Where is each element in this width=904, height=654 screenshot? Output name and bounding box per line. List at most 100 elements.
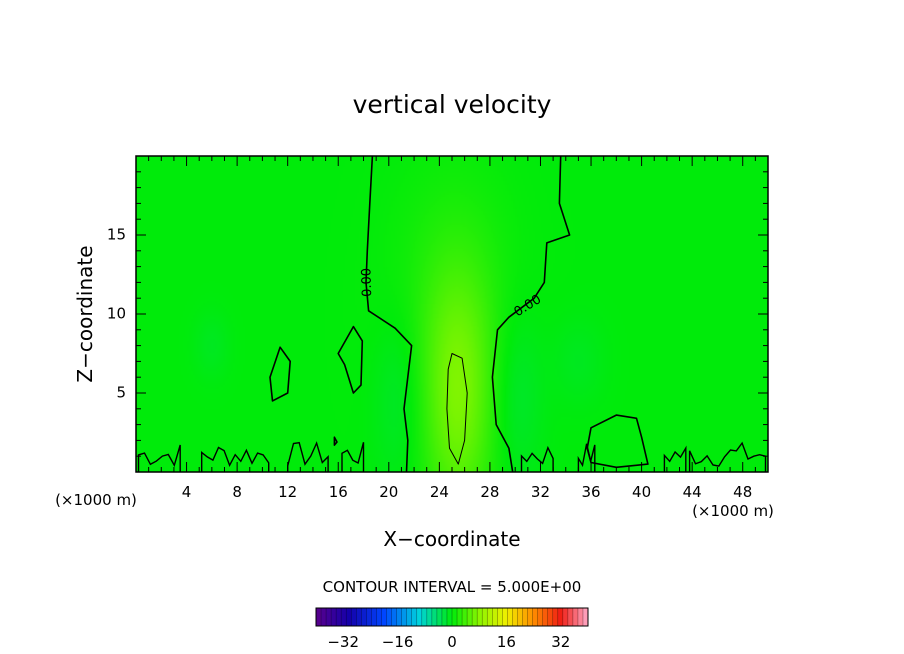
contour-line-7	[333, 436, 338, 446]
colorbar-cell	[406, 608, 413, 626]
contour-line-3	[446, 353, 468, 465]
x-tick-label: 24	[430, 483, 449, 501]
colorbar-cell	[507, 608, 513, 626]
colorbar-cell	[426, 608, 433, 626]
x-tick-label: 20	[379, 483, 398, 501]
colorbar-cell	[441, 608, 448, 626]
x-tick-label: 12	[278, 483, 297, 501]
colorbar-cell	[577, 608, 584, 626]
colorbar-cell	[557, 608, 564, 626]
x-tick-label: 44	[683, 483, 702, 501]
colorbar-cell	[467, 608, 473, 626]
surface-contour-5	[520, 445, 554, 472]
colorbar-cell	[331, 608, 337, 626]
colorbar-cell	[321, 608, 327, 626]
contour-label: 0.00	[359, 268, 375, 297]
colorbar-cell	[356, 608, 362, 626]
contour-line-5	[337, 325, 364, 394]
colorbar-cell	[497, 608, 503, 626]
colorbar-cell	[381, 608, 387, 626]
colorbar-cell	[366, 608, 372, 626]
colorbar-cell	[487, 608, 493, 626]
y-tick-label: 5	[116, 384, 126, 402]
colorbar-cell	[512, 608, 518, 626]
colorbar-tick-label: 0	[447, 633, 457, 651]
colorbar-cell	[482, 608, 488, 626]
x-tick-label: 16	[329, 483, 348, 501]
surface-contour-6	[577, 443, 596, 472]
colorbar-cell	[351, 608, 357, 626]
colorbar-cell	[542, 608, 549, 626]
x-axis-label: X−coordinate	[383, 527, 520, 551]
colorbar-tick-label: 32	[551, 633, 570, 651]
x-tick-label: 36	[581, 483, 600, 501]
contour-line-1	[365, 156, 413, 472]
x-tick-label: 48	[733, 483, 752, 501]
colorbar-cell	[537, 608, 544, 626]
surface-contour-8	[688, 441, 767, 472]
colorbar-cell	[376, 608, 382, 626]
colorbar-cell	[401, 608, 408, 626]
surface-contour-4	[341, 442, 365, 472]
colorbar-cell	[411, 608, 418, 626]
y-tick-label: 15	[107, 226, 126, 244]
x-unit-right: (×1000 m)	[692, 502, 774, 520]
velocity-field-image	[136, 156, 768, 472]
colorbar-cell	[457, 608, 463, 626]
x-tick-label: 28	[480, 483, 499, 501]
colorbar-frame	[315, 607, 589, 627]
colorbar-cell	[547, 608, 554, 626]
colorbar-cell	[552, 608, 559, 626]
x-unit-left: (×1000 m)	[55, 491, 137, 509]
surface-contour-1	[137, 444, 181, 472]
surface-contour-2	[201, 446, 270, 472]
colorbar-cell	[421, 608, 428, 626]
x-axis-ticks: 4 8 12 16 20 24 28 32 36 40 44 48	[148, 156, 756, 501]
colorbar-cell	[562, 608, 569, 626]
colorbar-cell	[436, 608, 443, 626]
colorbar-cell	[361, 608, 367, 626]
x-tick-label: 4	[182, 483, 192, 501]
colorbar-cell	[477, 608, 483, 626]
colorbar-cell	[532, 608, 539, 626]
colorbar-cell	[316, 608, 322, 626]
colorbar-tick-label: 16	[497, 633, 516, 651]
colorbar-tick-label: −32	[327, 633, 359, 651]
colorbar-cell	[452, 608, 458, 626]
y-axis-ticks: 5 10 15	[107, 171, 768, 457]
surface-contour-3	[287, 441, 329, 472]
colorbar: −32 −16 0 16 32	[315, 607, 589, 651]
colorbar-cell	[396, 608, 403, 626]
colorbar-cell	[416, 608, 423, 626]
chart-title: vertical velocity	[353, 90, 552, 119]
colorbar-cell	[582, 608, 589, 626]
colorbar-cell	[386, 608, 392, 626]
colorbar-cell	[567, 608, 574, 626]
colorbar-cell	[391, 608, 397, 626]
x-tick-label: 40	[632, 483, 651, 501]
colorbar-cell	[572, 608, 579, 626]
x-tick-label: 8	[232, 483, 242, 501]
colorbar-cell	[446, 608, 453, 626]
contour-lines	[137, 156, 767, 472]
contour-interval-text: CONTOUR INTERVAL = 5.000E+00	[323, 578, 582, 596]
colorbar-cell	[341, 608, 347, 626]
surface-contour-7	[663, 445, 687, 472]
colorbar-cell	[527, 608, 533, 626]
colorbar-cell	[346, 608, 352, 626]
colorbar-cell	[336, 608, 342, 626]
colorbar-cell	[492, 608, 498, 626]
contour-line-2	[491, 156, 571, 472]
colorbar-cell	[522, 608, 528, 626]
contour-line-4	[269, 346, 291, 402]
colorbar-cell	[431, 608, 438, 626]
colorbar-cell	[462, 608, 468, 626]
colorbar-cell	[326, 608, 332, 626]
colorbar-cell	[517, 608, 523, 626]
colorbar-tick-label: −16	[382, 633, 414, 651]
y-axis-label: Z−coordinate	[73, 245, 97, 382]
x-tick-label: 32	[531, 483, 550, 501]
y-tick-label: 10	[107, 305, 126, 323]
colorbar-cell	[472, 608, 478, 626]
